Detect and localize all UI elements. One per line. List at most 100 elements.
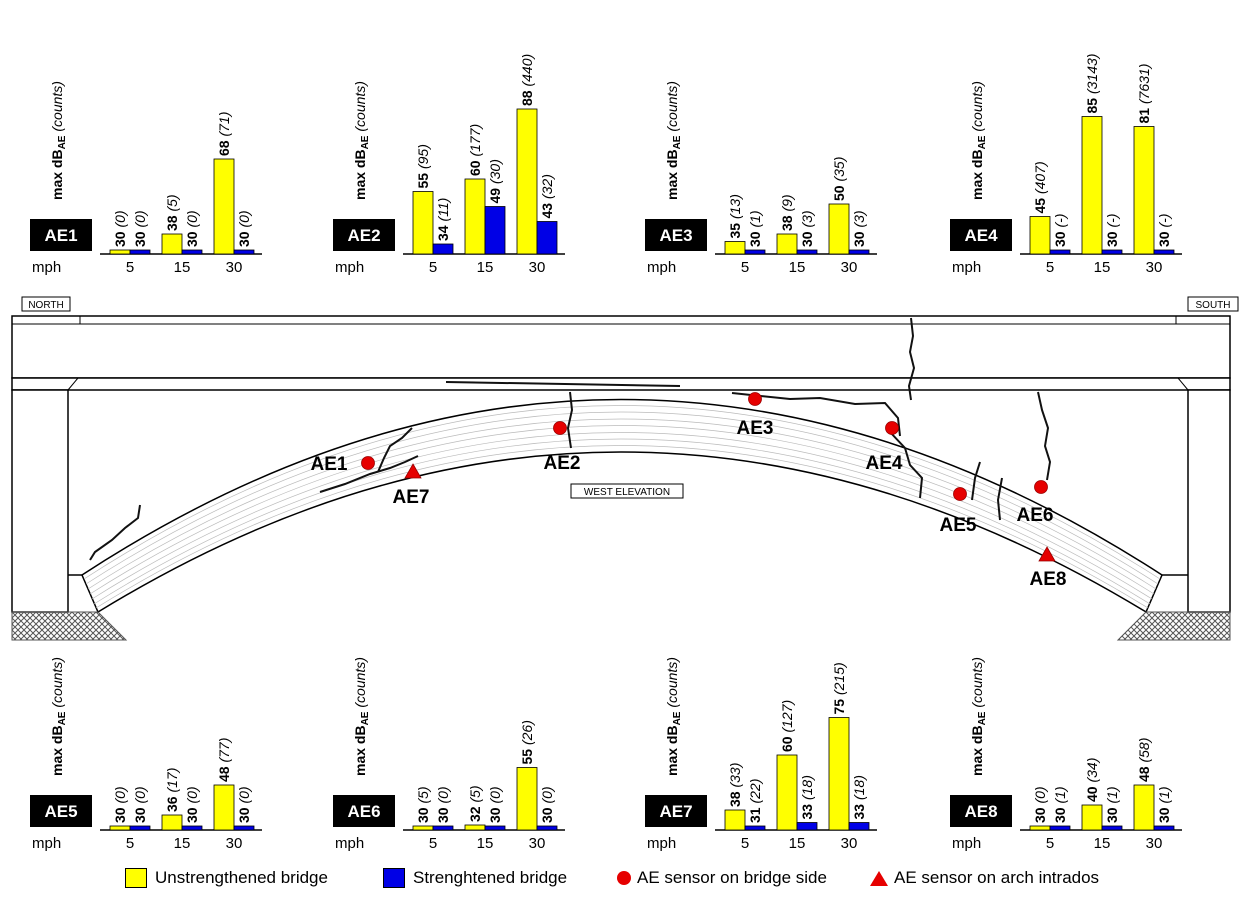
chart-tick-label: 15 (477, 259, 494, 276)
bar-value-label: 55 (95) (415, 144, 431, 188)
bar-unstrengthened (1133, 126, 1155, 255)
bar-strengthened (1153, 249, 1175, 255)
chart-tick-label: 15 (789, 259, 806, 276)
bar-value-label: 38 (9) (779, 194, 795, 231)
chart-title-box (333, 219, 395, 251)
sensor-ae3-marker (748, 392, 762, 406)
legend-intrados-sensor: AE sensor on arch intrados (870, 866, 1099, 890)
chart-tick-label: 15 (174, 835, 191, 852)
bar-value-label: 49 (30) (487, 159, 503, 203)
sensor-ae2-marker (553, 421, 567, 435)
sensor-ae7-label: AE7 (393, 487, 430, 508)
sensor-ae5-marker (953, 487, 967, 501)
bar-unstrengthened (776, 233, 798, 255)
chart-title: AE3 (659, 226, 692, 245)
bar-strengthened (129, 825, 151, 831)
chart-x-axis-label: mph (647, 259, 676, 276)
chart-tick-label: 30 (841, 835, 858, 852)
chart-title-box (333, 795, 395, 827)
bar-unstrengthened (1029, 825, 1051, 831)
bar-value-label: 50 (35) (831, 157, 847, 201)
bar-value-label: 30 (0) (539, 786, 555, 823)
chart-ae2: max dBAE (counts) AE2 mph 5 55 (95)34 (11) 15… (333, 54, 565, 276)
legend-strengthened: Strenghtened bridge (383, 866, 567, 890)
bar-strengthened (536, 825, 558, 831)
chart-tick-label: 30 (1146, 259, 1163, 276)
bar-value-label: 30 (0) (435, 786, 451, 823)
chart-tick-label: 15 (789, 835, 806, 852)
chart-x-axis-label: mph (32, 835, 61, 852)
bar-unstrengthened (828, 203, 850, 255)
bar-value-label: 33 (18) (799, 775, 815, 819)
bar-value-label: 30 (1) (1104, 786, 1120, 823)
bar-strengthened (181, 825, 203, 831)
bar-strengthened (484, 206, 506, 255)
bar-unstrengthened (109, 249, 131, 255)
chart-ae3: max dBAE (counts) AE3 mph 5 35 (13)30 (1) 15 3… (645, 81, 877, 276)
chart-tick-label: 5 (1046, 259, 1054, 276)
chart-x-axis-label: mph (32, 259, 61, 276)
chart-y-axis-label: max dBAE (counts) (664, 657, 683, 776)
bar-unstrengthened (213, 158, 235, 255)
bar-value-label: 32 (5) (467, 785, 483, 822)
chart-title: AE7 (659, 802, 692, 821)
legend-yellow-swatch (125, 868, 147, 888)
bar-value-label: 43 (32) (539, 174, 555, 218)
bar-value-label: 81 (7631) (1136, 64, 1152, 124)
bar-strengthened (1153, 825, 1175, 831)
chart-tick-label: 30 (841, 259, 858, 276)
bar-value-label: 30 (0) (1032, 786, 1048, 823)
bar-unstrengthened (724, 241, 746, 255)
bar-unstrengthened (516, 767, 538, 831)
bar-value-label: 60 (177) (467, 124, 483, 176)
bar-strengthened (848, 249, 870, 255)
chart-title-box (30, 219, 92, 251)
chart-tick-label: 30 (529, 259, 546, 276)
chart-title: AE8 (964, 802, 997, 821)
sensor-ae8-marker (1038, 546, 1056, 562)
chart-y-axis-label: max dBAE (counts) (969, 657, 988, 776)
bar-value-label: 30 (0) (132, 786, 148, 823)
chart-tick-label: 5 (429, 835, 437, 852)
bar-value-label: 48 (77) (216, 738, 232, 782)
sensor-ae1-marker (361, 456, 375, 470)
bar-value-label: 75 (215) (831, 662, 847, 714)
bar-value-label: 30 (1) (1156, 786, 1172, 823)
sensor-ae8-label: AE8 (1030, 569, 1067, 590)
bar-unstrengthened (828, 717, 850, 831)
chart-y-axis-label: max dBAE (counts) (969, 81, 988, 200)
chart-tick-label: 15 (1094, 259, 1111, 276)
bar-value-label: 30 (1) (1052, 786, 1068, 823)
bar-value-label: 55 (26) (519, 720, 535, 764)
bar-value-label: 30 (0) (236, 210, 252, 247)
chart-tick-label: 5 (741, 259, 749, 276)
bar-strengthened (744, 249, 766, 255)
bar-strengthened (484, 825, 506, 831)
bar-value-label: 45 (407) (1032, 161, 1048, 213)
bar-strengthened (536, 221, 558, 255)
bar-value-label: 35 (13) (727, 194, 743, 238)
bar-value-label: 85 (3143) (1084, 54, 1100, 114)
bar-unstrengthened (776, 754, 798, 831)
bar-unstrengthened (1081, 804, 1103, 831)
bar-value-label: 30 (0) (112, 786, 128, 823)
chart-tick-label: 15 (1094, 835, 1111, 852)
north-label: NORTH (28, 300, 63, 311)
bar-value-label: 30 (0) (184, 786, 200, 823)
bar-unstrengthened (161, 814, 183, 831)
bar-value-label: 30 (0) (487, 786, 503, 823)
chart-x-axis-label: mph (952, 835, 981, 852)
chart-y-axis-label: max dBAE (counts) (49, 81, 68, 200)
sensor-ae7-marker (404, 463, 422, 479)
sensor-ae6-label: AE6 (1017, 505, 1054, 526)
bar-strengthened (1049, 249, 1071, 255)
bar-value-label: 30 (3) (851, 210, 867, 247)
bar-strengthened (181, 249, 203, 255)
legend-side-sensor: AE sensor on bridge side (617, 866, 827, 890)
chart-title-box (645, 795, 707, 827)
chart-y-axis-label: max dBAE (counts) (352, 657, 371, 776)
